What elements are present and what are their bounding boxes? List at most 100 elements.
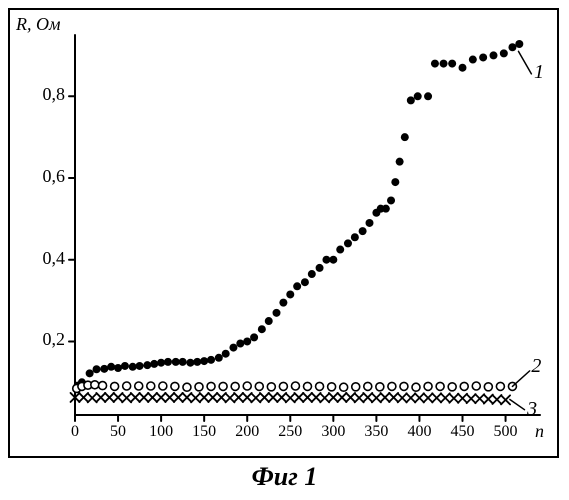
x-tick-label: 150 — [192, 423, 216, 441]
marker-filled-circle — [93, 365, 101, 373]
marker-filled-circle — [207, 356, 215, 364]
y-tick-label: 0,4 — [25, 248, 65, 269]
marker-filled-circle — [351, 233, 359, 241]
marker-filled-circle — [515, 40, 523, 48]
marker-open-circle — [195, 383, 203, 391]
y-tick-label: 0,6 — [25, 166, 65, 187]
marker-filled-circle — [344, 239, 352, 247]
marker-filled-circle — [387, 196, 395, 204]
marker-filled-circle — [150, 360, 158, 368]
marker-open-circle — [448, 383, 456, 391]
marker-filled-circle — [100, 365, 108, 373]
marker-open-circle — [135, 382, 143, 390]
x-tick-label: 450 — [451, 423, 475, 441]
marker-filled-circle — [322, 256, 330, 264]
marker-open-circle — [472, 382, 480, 390]
marker-filled-circle — [186, 359, 194, 367]
marker-filled-circle — [329, 256, 337, 264]
marker-filled-circle — [265, 317, 273, 325]
marker-open-circle — [484, 383, 492, 391]
marker-open-circle — [376, 383, 384, 391]
marker-filled-circle — [401, 133, 409, 141]
marker-filled-circle — [164, 358, 172, 366]
marker-open-circle — [123, 382, 131, 390]
marker-open-circle — [159, 382, 167, 390]
marker-filled-circle — [279, 299, 287, 307]
marker-open-circle — [412, 383, 420, 391]
marker-open-circle — [91, 381, 99, 389]
marker-filled-circle — [286, 290, 294, 298]
marker-filled-circle — [301, 278, 309, 286]
series-label-series3: 3 — [527, 398, 537, 421]
leader-line — [510, 399, 525, 409]
marker-open-circle — [340, 383, 348, 391]
marker-filled-circle — [407, 96, 415, 104]
x-tick-label: 200 — [235, 423, 259, 441]
marker-open-circle — [424, 382, 432, 390]
marker-filled-circle — [424, 92, 432, 100]
series-label-series1: 1 — [534, 61, 544, 84]
marker-filled-circle — [359, 227, 367, 235]
marker-filled-circle — [448, 60, 456, 68]
marker-filled-circle — [316, 264, 324, 272]
marker-open-circle — [460, 382, 468, 390]
marker-filled-circle — [136, 362, 144, 370]
figure-caption: Фиг 1 — [0, 462, 569, 492]
marker-open-circle — [219, 382, 227, 390]
marker-filled-circle — [366, 219, 374, 227]
marker-filled-circle — [431, 60, 439, 68]
marker-filled-circle — [157, 359, 165, 367]
figure-container: R, Ом 0,20,40,60,8 050100150200250300350… — [0, 0, 569, 500]
marker-filled-circle — [469, 56, 477, 64]
marker-open-circle — [304, 382, 312, 390]
marker-filled-circle — [508, 43, 516, 51]
marker-open-circle — [243, 382, 251, 390]
x-axis-label: n — [535, 421, 544, 442]
marker-filled-circle — [129, 363, 137, 371]
marker-filled-circle — [293, 282, 301, 290]
marker-filled-circle — [236, 339, 244, 347]
marker-filled-circle — [396, 158, 404, 166]
x-tick-label: 400 — [407, 423, 431, 441]
marker-filled-circle — [107, 363, 115, 371]
x-tick-label: 100 — [149, 423, 173, 441]
marker-filled-circle — [86, 369, 94, 377]
marker-filled-circle — [143, 361, 151, 369]
marker-open-circle — [316, 382, 324, 390]
marker-open-circle — [328, 383, 336, 391]
marker-filled-circle — [382, 205, 390, 213]
marker-filled-circle — [114, 364, 122, 372]
x-tick-label: 300 — [321, 423, 345, 441]
y-tick-label: 0,2 — [25, 329, 65, 350]
marker-filled-circle — [459, 64, 467, 72]
leader-line — [518, 51, 531, 73]
marker-filled-circle — [179, 358, 187, 366]
marker-open-circle — [364, 382, 372, 390]
marker-open-circle — [183, 383, 191, 391]
marker-filled-circle — [172, 358, 180, 366]
marker-filled-circle — [258, 325, 266, 333]
marker-filled-circle — [308, 270, 316, 278]
marker-filled-circle — [490, 51, 498, 59]
marker-filled-circle — [273, 309, 281, 317]
leader-line — [512, 371, 529, 387]
marker-open-circle — [267, 383, 275, 391]
marker-open-circle — [400, 382, 408, 390]
marker-open-circle — [496, 382, 504, 390]
x-tick-label: 500 — [494, 423, 518, 441]
marker-open-circle — [255, 382, 263, 390]
marker-open-circle — [147, 382, 155, 390]
x-tick-label: 250 — [278, 423, 302, 441]
marker-filled-circle — [121, 362, 129, 370]
marker-open-circle — [111, 382, 119, 390]
marker-filled-circle — [479, 53, 487, 61]
marker-filled-circle — [440, 60, 448, 68]
marker-open-circle — [388, 382, 396, 390]
marker-filled-circle — [200, 357, 208, 365]
marker-open-circle — [207, 382, 215, 390]
marker-filled-circle — [229, 344, 237, 352]
marker-filled-circle — [391, 178, 399, 186]
marker-open-circle — [436, 382, 444, 390]
marker-open-circle — [231, 382, 239, 390]
marker-filled-circle — [336, 246, 344, 254]
